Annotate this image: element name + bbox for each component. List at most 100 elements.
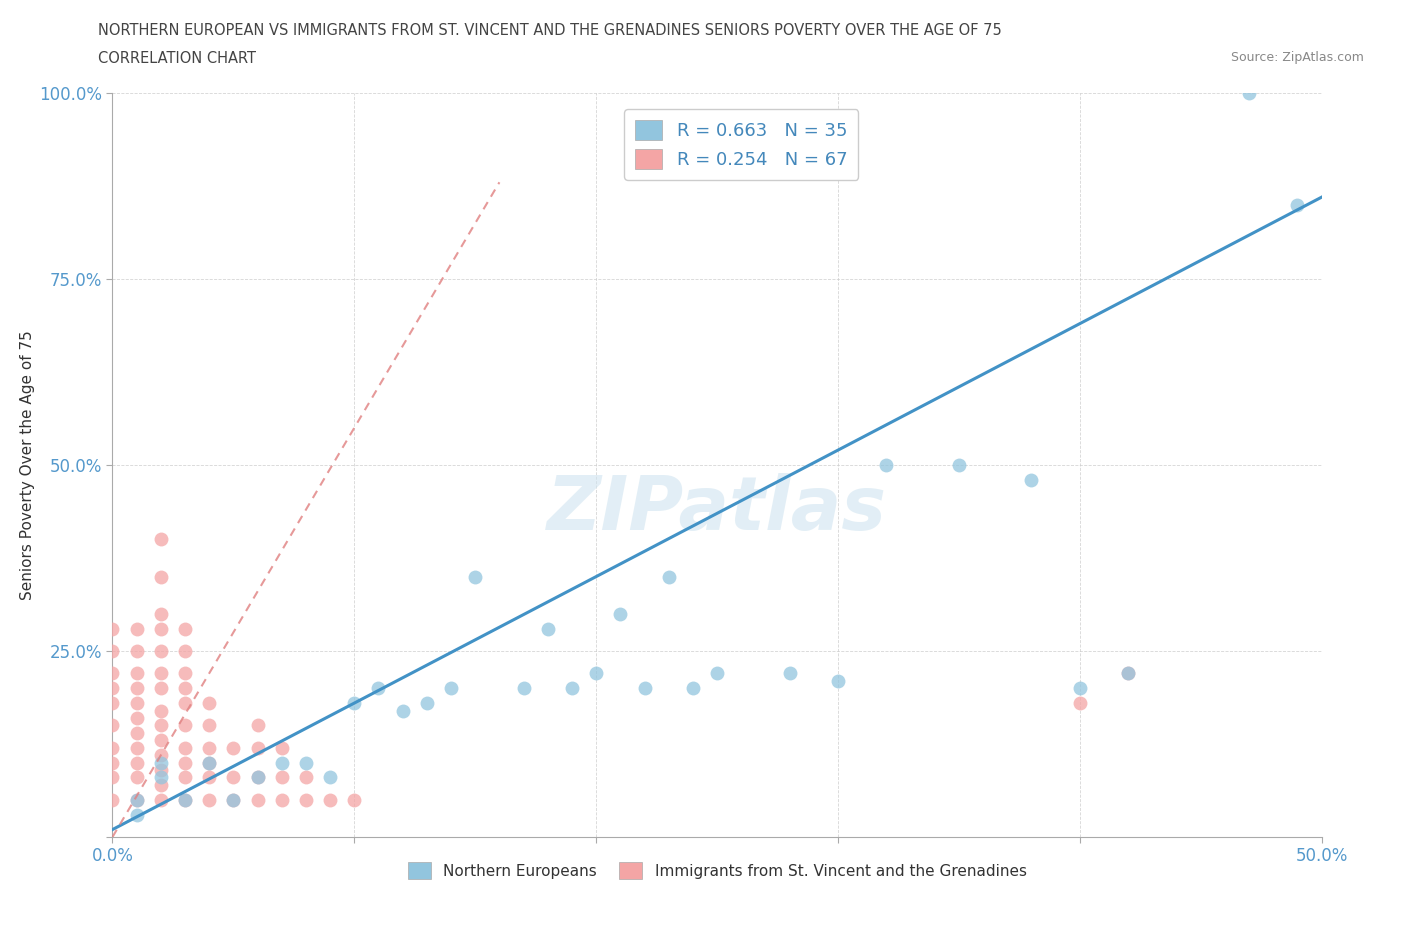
Point — [779, 666, 801, 681]
Point — [125, 621, 148, 636]
Point — [149, 763, 172, 777]
Point — [125, 792, 148, 807]
Point — [174, 644, 197, 658]
Point — [198, 740, 221, 755]
Point — [125, 792, 148, 807]
Point — [440, 681, 463, 696]
Point — [198, 755, 221, 770]
Point — [658, 569, 681, 584]
Point — [1069, 696, 1091, 711]
Point — [827, 673, 849, 688]
Point — [246, 740, 269, 755]
Point — [222, 740, 245, 755]
Point — [343, 696, 366, 711]
Point — [149, 644, 172, 658]
Point — [125, 740, 148, 755]
Point — [416, 696, 439, 711]
Point — [1116, 666, 1139, 681]
Point — [149, 748, 172, 763]
Point — [1286, 197, 1309, 212]
Point — [246, 718, 269, 733]
Point — [537, 621, 560, 636]
Point — [149, 703, 172, 718]
Point — [246, 792, 269, 807]
Point — [174, 755, 197, 770]
Point — [512, 681, 534, 696]
Point — [174, 621, 197, 636]
Point — [174, 718, 197, 733]
Point — [125, 681, 148, 696]
Point — [222, 792, 245, 807]
Text: CORRELATION CHART: CORRELATION CHART — [98, 51, 256, 66]
Point — [391, 703, 413, 718]
Point — [174, 792, 197, 807]
Point — [464, 569, 486, 584]
Point — [1069, 681, 1091, 696]
Point — [198, 696, 221, 711]
Point — [198, 792, 221, 807]
Point — [149, 755, 172, 770]
Point — [149, 621, 172, 636]
Point — [222, 770, 245, 785]
Point — [270, 792, 292, 807]
Point — [270, 770, 292, 785]
Point — [101, 666, 124, 681]
Point — [101, 792, 124, 807]
Point — [149, 569, 172, 584]
Point — [222, 792, 245, 807]
Point — [174, 696, 197, 711]
Point — [149, 792, 172, 807]
Point — [174, 770, 197, 785]
Point — [174, 792, 197, 807]
Point — [101, 770, 124, 785]
Point — [149, 718, 172, 733]
Point — [101, 718, 124, 733]
Point — [198, 755, 221, 770]
Point — [1116, 666, 1139, 681]
Text: NORTHERN EUROPEAN VS IMMIGRANTS FROM ST. VINCENT AND THE GRENADINES SENIORS POVE: NORTHERN EUROPEAN VS IMMIGRANTS FROM ST.… — [98, 23, 1002, 38]
Point — [198, 718, 221, 733]
Point — [101, 696, 124, 711]
Point — [270, 740, 292, 755]
Point — [1237, 86, 1260, 100]
Point — [246, 770, 269, 785]
Point — [125, 666, 148, 681]
Point — [125, 696, 148, 711]
Point — [125, 711, 148, 725]
Point — [609, 606, 631, 621]
Point — [198, 770, 221, 785]
Point — [270, 755, 292, 770]
Point — [125, 755, 148, 770]
Point — [875, 458, 897, 472]
Point — [561, 681, 583, 696]
Y-axis label: Seniors Poverty Over the Age of 75: Seniors Poverty Over the Age of 75 — [21, 330, 35, 600]
Point — [101, 740, 124, 755]
Point — [295, 770, 318, 785]
Text: ZIPatlas: ZIPatlas — [547, 473, 887, 546]
Point — [101, 681, 124, 696]
Point — [101, 621, 124, 636]
Point — [174, 740, 197, 755]
Point — [125, 644, 148, 658]
Point — [174, 681, 197, 696]
Point — [948, 458, 970, 472]
Point — [246, 770, 269, 785]
Point — [319, 792, 342, 807]
Point — [319, 770, 342, 785]
Point — [149, 532, 172, 547]
Text: Source: ZipAtlas.com: Source: ZipAtlas.com — [1230, 51, 1364, 64]
Point — [149, 606, 172, 621]
Point — [149, 770, 172, 785]
Point — [633, 681, 655, 696]
Point — [101, 755, 124, 770]
Point — [585, 666, 607, 681]
Point — [174, 666, 197, 681]
Point — [149, 733, 172, 748]
Point — [101, 644, 124, 658]
Point — [295, 792, 318, 807]
Point — [682, 681, 704, 696]
Point — [149, 681, 172, 696]
Legend: Northern Europeans, Immigrants from St. Vincent and the Grenadines: Northern Europeans, Immigrants from St. … — [402, 857, 1032, 885]
Point — [1021, 472, 1043, 487]
Point — [149, 777, 172, 792]
